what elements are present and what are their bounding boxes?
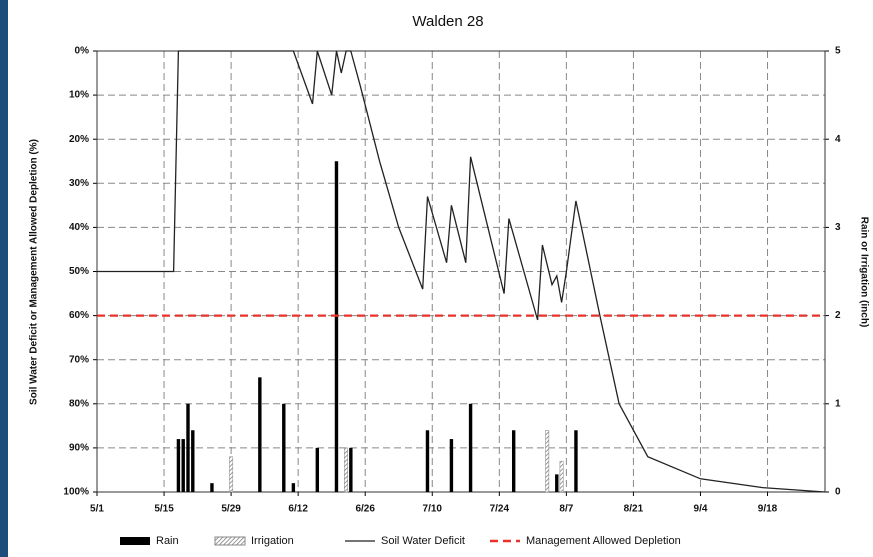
- bar: [181, 439, 185, 492]
- y2-tick-label: 4: [835, 134, 841, 145]
- bar: [574, 430, 578, 492]
- bar: [545, 430, 550, 493]
- y2-tick-label: 3: [835, 222, 841, 233]
- y-axis-title: Soil Water Deficit or Management Allowed…: [29, 139, 40, 405]
- legend-swatch: [120, 537, 150, 545]
- y2-tick-label: 2: [835, 310, 841, 321]
- x-tick-label: 7/24: [490, 504, 510, 515]
- y-tick-label: 0%: [75, 46, 90, 57]
- x-tick-label: 5/29: [221, 504, 241, 515]
- y-tick-label: 40%: [69, 222, 89, 233]
- y-tick-label: 60%: [69, 310, 89, 321]
- y-tick-label: 70%: [69, 354, 89, 365]
- bar: [511, 430, 516, 492]
- bar: [334, 161, 339, 492]
- x-tick-label: 6/12: [288, 504, 308, 515]
- bar: [282, 403, 286, 492]
- line: [97, 50, 826, 493]
- bar: [349, 447, 353, 492]
- bar: [229, 456, 234, 493]
- y-tick-label: 20%: [69, 134, 89, 145]
- bar: [315, 447, 320, 492]
- bar: [344, 447, 349, 493]
- y2-tick-label: 1: [835, 398, 841, 409]
- chart-title: Walden 28: [412, 13, 483, 30]
- bar: [210, 483, 214, 492]
- bar: [258, 377, 262, 492]
- bar: [176, 439, 181, 492]
- y-tick-label: 100%: [63, 487, 89, 498]
- x-tick-label: 5/1: [90, 504, 104, 515]
- legend-label: Rain: [156, 535, 179, 547]
- x-tick-label: 5/15: [154, 504, 174, 515]
- y2-tick-label: 0: [835, 487, 841, 498]
- x-tick-label: 9/18: [758, 504, 778, 515]
- legend-label: Management Allowed Depletion: [526, 535, 681, 547]
- y-tick-label: 30%: [69, 178, 89, 189]
- y2-axis-title: Rain or Irrigation (inch): [858, 217, 869, 328]
- y-tick-label: 10%: [69, 90, 89, 101]
- panel: [8, 0, 873, 557]
- legend-label: Irrigation: [251, 535, 294, 547]
- x-tick-label: 7/10: [423, 504, 443, 515]
- bar: [559, 460, 564, 493]
- x-tick-label: 9/4: [694, 504, 708, 515]
- bar: [425, 430, 430, 492]
- x-tick-label: 8/21: [624, 504, 644, 515]
- y2-tick-label: 5: [835, 46, 841, 57]
- bar: [186, 403, 190, 492]
- bar: [555, 474, 559, 492]
- bar: [291, 483, 296, 492]
- x-tick-label: 6/26: [355, 504, 375, 515]
- bar: [191, 430, 195, 492]
- y-tick-label: 80%: [69, 398, 89, 409]
- legend-swatch: [214, 536, 246, 546]
- bar: [449, 439, 454, 492]
- y-tick-label: 90%: [69, 443, 89, 454]
- y-tick-label: 50%: [69, 266, 89, 277]
- legend-label: Soil Water Deficit: [381, 535, 465, 547]
- x-tick-label: 8/7: [559, 504, 573, 515]
- bar: [468, 403, 473, 492]
